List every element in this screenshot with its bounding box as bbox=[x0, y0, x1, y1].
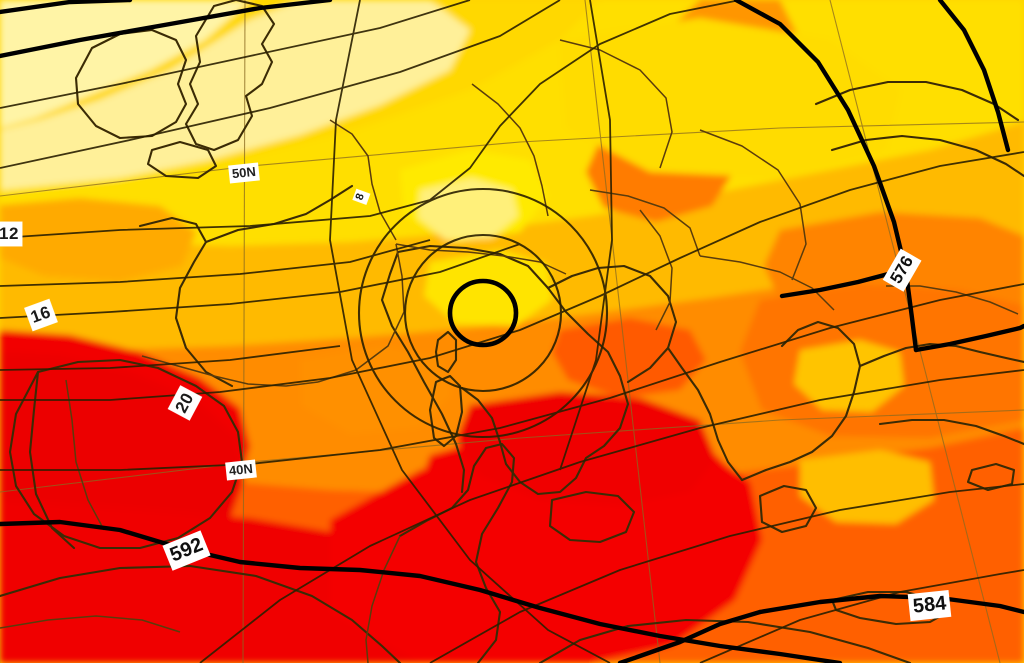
coast-cyprus bbox=[966, 462, 1016, 492]
coast-italy-west bbox=[380, 250, 466, 494]
coast-france-west bbox=[138, 216, 234, 388]
border-germany-e bbox=[471, 83, 549, 217]
coast-corsica bbox=[434, 330, 458, 374]
border-bulgaria bbox=[699, 255, 835, 311]
temp-band-8b bbox=[0, 0, 470, 195]
ridge-axis-east bbox=[559, 0, 613, 471]
parallel-40 bbox=[0, 409, 1024, 493]
contour-584-north bbox=[0, 0, 133, 15]
temp-patch-yellow-centre bbox=[424, 250, 552, 326]
coast-italy bbox=[396, 244, 630, 496]
trough-axis-west bbox=[329, 0, 611, 663]
contour-584-south-l bbox=[617, 609, 763, 663]
coast-libya bbox=[538, 618, 912, 663]
coast-turkey-south bbox=[878, 418, 1024, 446]
graticule-label-40n: 40N bbox=[225, 459, 257, 481]
isotherm-26 bbox=[429, 483, 1024, 663]
coast-gb-south bbox=[146, 140, 218, 180]
isotherm-14 bbox=[0, 239, 431, 287]
isotherm-16 bbox=[0, 243, 521, 319]
contour-588-north bbox=[0, 0, 333, 59]
coast-greece bbox=[740, 320, 862, 482]
coast-adriatic bbox=[546, 264, 678, 384]
temp-band-16 bbox=[0, 122, 1024, 352]
coast-nafrica bbox=[0, 564, 402, 663]
isotherm-12 bbox=[0, 0, 741, 239]
coast-sicily bbox=[548, 490, 636, 544]
border-france-east bbox=[317, 243, 405, 383]
graticule-label-50n: 50N bbox=[228, 162, 260, 184]
border-portugal-spain bbox=[65, 379, 105, 531]
contour-label-12: 12 bbox=[0, 222, 22, 246]
isotherm-24 bbox=[199, 369, 1024, 663]
coast-france-north bbox=[204, 184, 354, 244]
border-layer bbox=[0, 39, 1019, 663]
coast-tunisia bbox=[398, 442, 516, 663]
coast-portugal bbox=[28, 370, 76, 550]
border-morocco bbox=[0, 615, 181, 633]
contour-576-turkey bbox=[913, 323, 1024, 353]
meridian-0 bbox=[242, 0, 246, 663]
coast-great-britain bbox=[184, 0, 276, 152]
border-hungary bbox=[589, 189, 701, 257]
isotherm-28 bbox=[699, 569, 1024, 663]
border-germany-w bbox=[329, 119, 397, 241]
temp-patch-orange-tyrrhenian bbox=[300, 344, 452, 434]
border-romania bbox=[699, 129, 807, 281]
closed-contour-outer bbox=[357, 187, 609, 439]
closed-contour-mid bbox=[403, 233, 563, 393]
coast-ireland bbox=[74, 28, 188, 140]
coast-greece-west bbox=[666, 346, 744, 482]
contour-592-iberia bbox=[0, 519, 843, 663]
coast-iberia bbox=[8, 358, 244, 550]
temp-core-sicily bbox=[456, 392, 716, 506]
isotherm-10 bbox=[0, 0, 561, 169]
isotherm-8 bbox=[0, 0, 471, 109]
contour-576-aegean bbox=[779, 269, 899, 299]
border-algeria-tunisia bbox=[365, 535, 401, 663]
meridian-10 bbox=[584, 0, 661, 663]
closed-contour-inner bbox=[447, 278, 519, 348]
contour-label-584: 584 bbox=[907, 589, 952, 622]
border-serbia bbox=[639, 209, 673, 331]
temp-patch-yellow-crete bbox=[800, 450, 934, 524]
temp-patch-yellow-alps bbox=[418, 178, 518, 240]
closed-center-layer bbox=[447, 278, 519, 348]
contour-580-far-east bbox=[937, 0, 1011, 153]
temp-tongue-w bbox=[0, 198, 196, 282]
contour-576-east bbox=[733, 0, 919, 353]
coast-blacksea bbox=[830, 134, 1024, 178]
isotherm-18 bbox=[0, 345, 341, 371]
